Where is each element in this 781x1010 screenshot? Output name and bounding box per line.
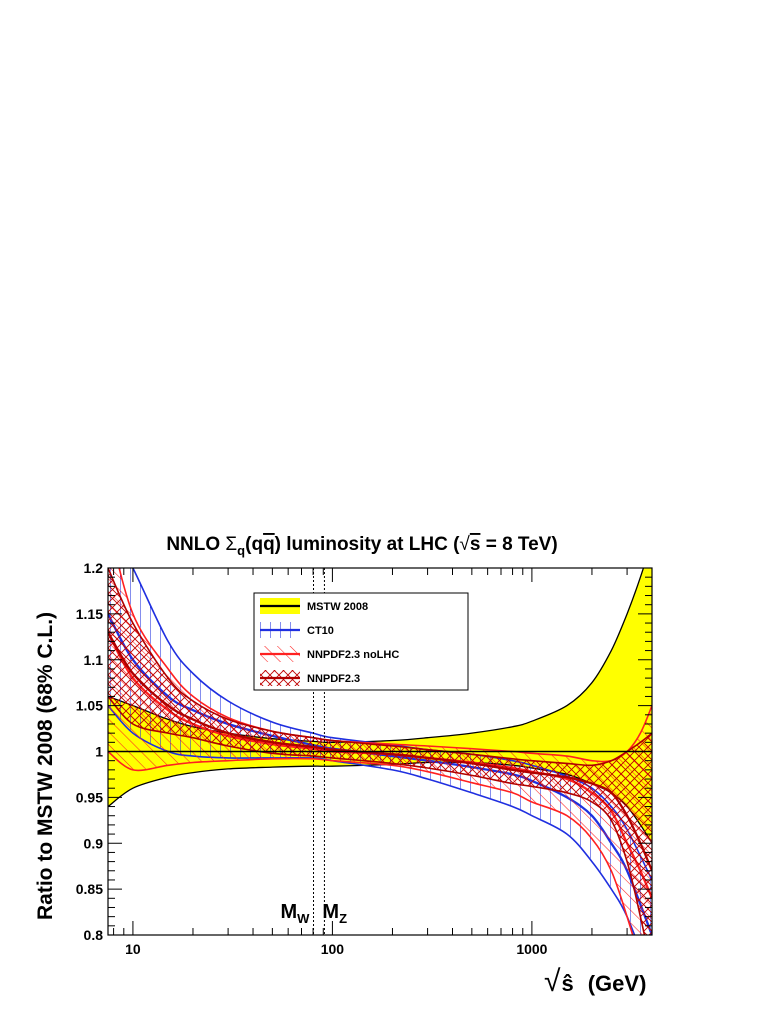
x-label-unit: (GeV) [588, 971, 647, 996]
legend: MSTW 2008 CT10 NNPDF2.3 noLHC NNPDF2.3 [253, 592, 469, 691]
title-pre: NNLO [166, 534, 225, 555]
y-tick-label: 0.9 [84, 835, 104, 851]
title-root: √ [459, 534, 470, 555]
marker-label-m-z: MZ [322, 901, 347, 926]
legend-item-ct10: CT10 [260, 622, 334, 638]
x-tick-label: 100 [321, 941, 345, 957]
legend-item-mstw-2008: MSTW 2008 [260, 598, 368, 614]
legend-label: NNPDF2.3 noLHC [307, 649, 399, 661]
x-tick-labels: 10 100 1000 [125, 941, 548, 957]
upper-edge-nnpdf2-3 [108, 568, 652, 767]
y-axis-label: Ratio to MSTW 2008 (68% C.L.) [34, 612, 57, 920]
mass-labels: MW MZ [281, 901, 348, 926]
title-sigma-sub: q [237, 543, 245, 558]
legend-label: NNPDF2.3 [307, 673, 360, 685]
y-tick-label: 1.05 [76, 698, 103, 714]
y-tick-labels: 0.8 0.85 0.9 0.95 1 1.05 1.1 1.15 1.2 [76, 560, 103, 943]
lower-edge-nnpdf2-3 [108, 695, 646, 935]
legend-item-nnpdf2-3: NNPDF2.3 [260, 670, 360, 686]
x-tick-label: 1000 [516, 941, 547, 957]
y-tick-label: 1.15 [76, 606, 103, 622]
y-tick-label: 1 [95, 744, 103, 760]
y-tick-label: 0.85 [76, 881, 103, 897]
x-label-s: ŝ [561, 971, 573, 996]
title-qbar: q [263, 534, 275, 555]
legend-item-nnpdf2-3-nolhc: NNPDF2.3 noLHC [260, 646, 399, 662]
title-open: (q [245, 534, 263, 555]
axis-ticks [108, 567, 653, 936]
title-post: = 8 TeV) [480, 534, 557, 555]
plot-frame [107, 567, 653, 936]
marker-label-m-w: MW [281, 901, 311, 926]
chart-title: NNLO Σq(qq) luminosity at LHC (√s = 8 Te… [166, 534, 557, 558]
x-tick-label: 10 [125, 941, 141, 957]
y-tick-label: 0.95 [76, 789, 103, 805]
legend-label: MSTW 2008 [307, 601, 368, 613]
x-label-root: √ [544, 965, 561, 998]
y-tick-label: 0.8 [84, 927, 104, 943]
lower-edge-nnpdf2-3-nolhc [108, 750, 634, 935]
legend-label: CT10 [307, 625, 334, 637]
x-axis-label: √ŝ (GeV) [544, 965, 646, 998]
central-line-nnpdf2-3 [108, 631, 652, 872]
title-s: s [470, 534, 481, 555]
y-tick-label: 1.2 [84, 560, 104, 576]
title-sigma: Σ [225, 534, 237, 555]
y-tick-label: 1.1 [84, 652, 104, 668]
title-close: ) luminosity at LHC ( [275, 534, 460, 555]
plot-area [108, 568, 652, 935]
